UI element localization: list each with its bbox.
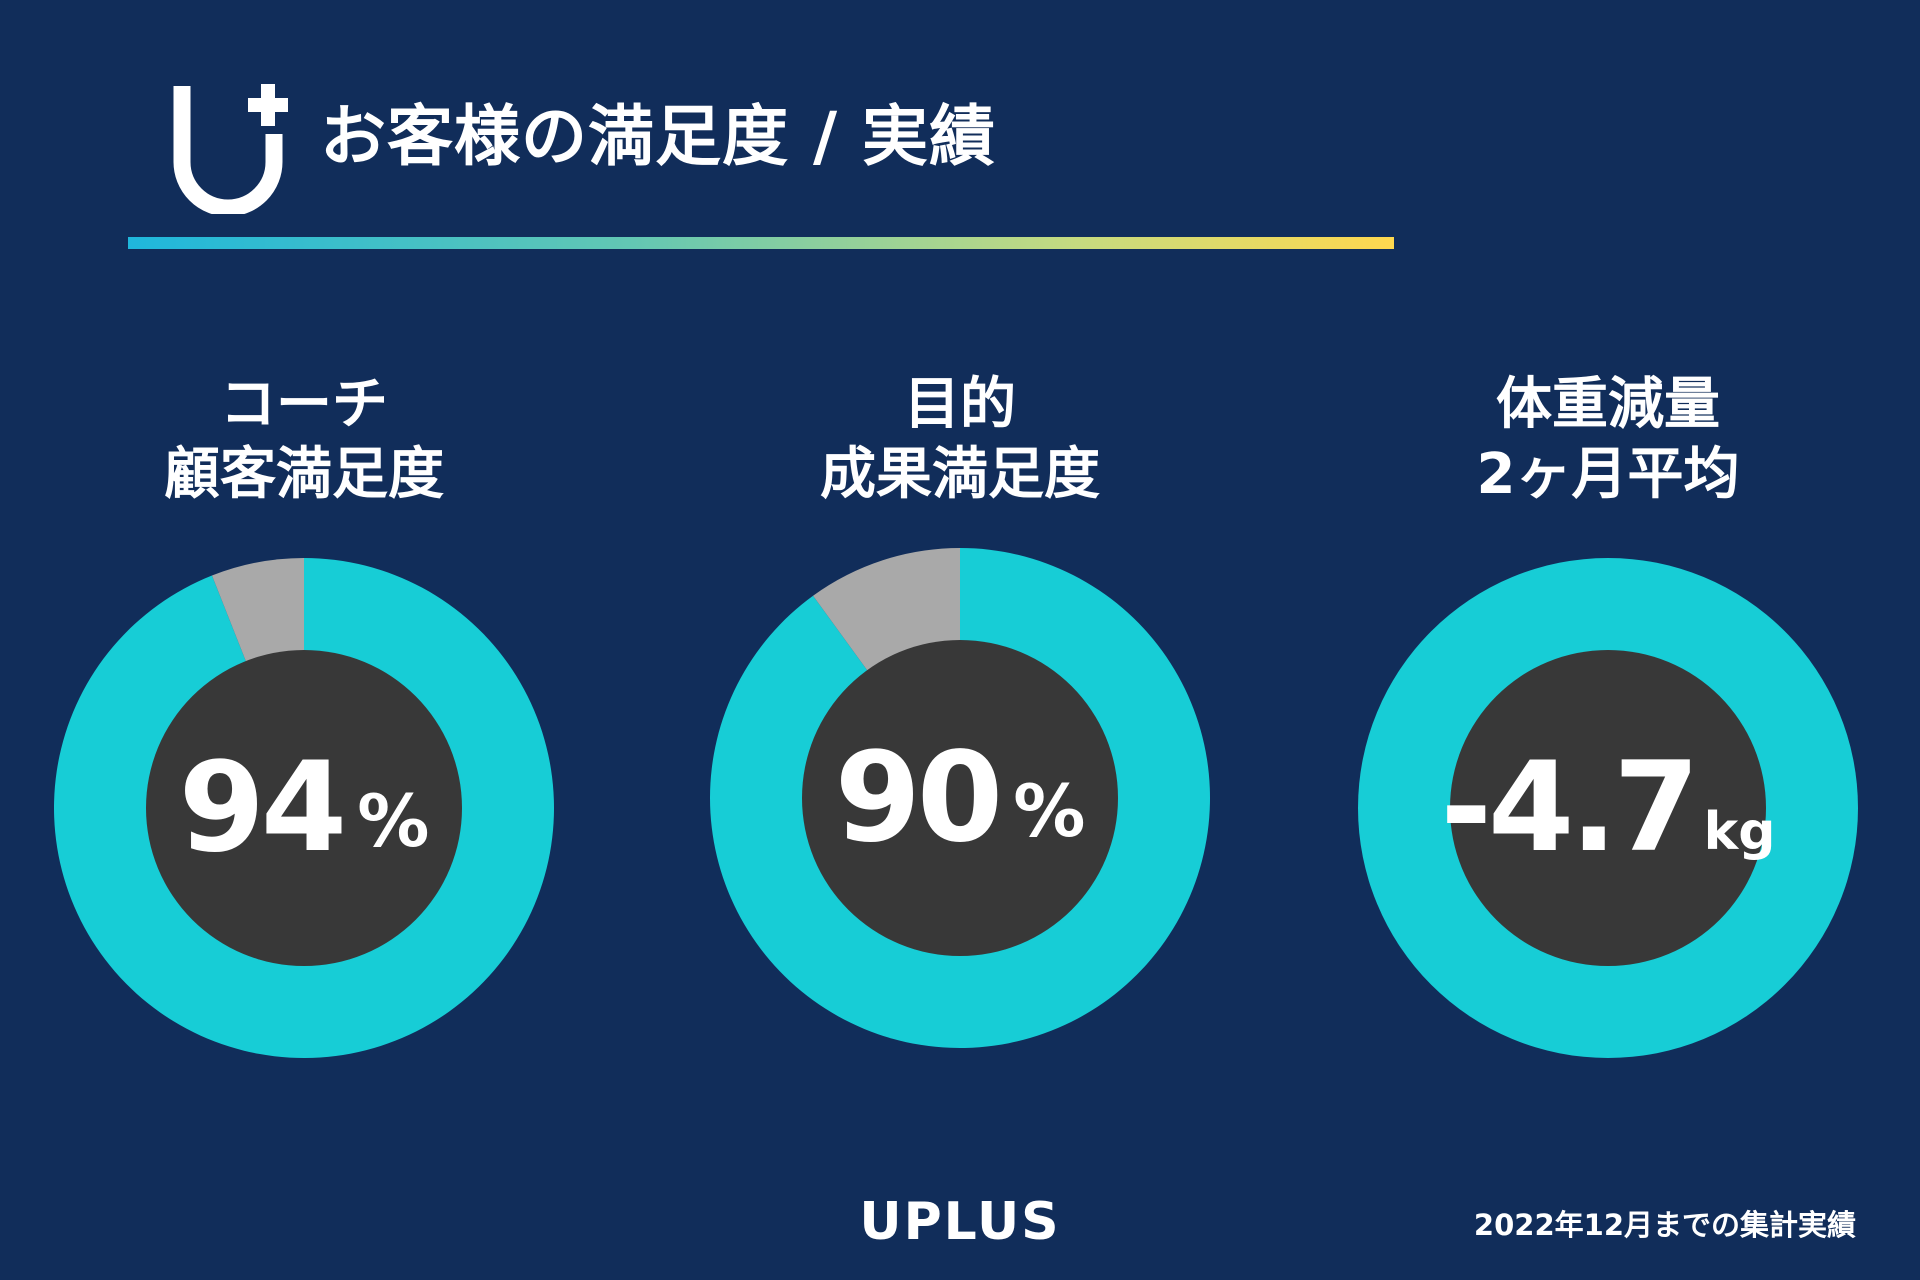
stat-weight-loss: 体重減量 2ヶ月平均 -4.7 kg	[1328, 370, 1888, 1058]
donut-chart: -4.7 kg	[1358, 558, 1858, 1058]
brand-name: UPLUS	[859, 1192, 1061, 1252]
stat-label-line2: 2ヶ月平均	[1476, 442, 1740, 507]
stat-value: 90	[834, 726, 1004, 870]
footnote: 2022年12月までの集計実績	[1473, 1208, 1856, 1242]
stat-label-line2: 顧客満足度	[164, 442, 444, 507]
gradient-divider	[128, 237, 1394, 249]
stat-coach-satisfaction: コーチ 顧客満足度 94 %	[24, 370, 584, 1058]
donut-svg	[54, 558, 554, 1058]
donut-svg	[710, 548, 1210, 1048]
donut-center	[1450, 650, 1766, 966]
donut-center	[146, 650, 462, 966]
stat-label-line1: 体重減量	[1496, 372, 1720, 437]
donut-svg	[1358, 558, 1858, 1058]
stat-goal-satisfaction: 目的 成果満足度 90 %	[680, 370, 1240, 1048]
stat-unit: %	[357, 779, 430, 863]
stat-unit: %	[1013, 769, 1086, 853]
stat-label: コーチ 顧客満足度	[24, 370, 584, 510]
donut-chart: 94 %	[54, 558, 554, 1058]
stat-label: 目的 成果満足度	[680, 370, 1240, 510]
page-title: お客様の満足度 / 実績	[320, 98, 997, 175]
stat-label-line1: コーチ	[220, 372, 388, 437]
uplus-logo	[172, 78, 292, 217]
stat-unit: kg	[1703, 802, 1776, 862]
donut-chart: 90 %	[710, 548, 1210, 1048]
stat-label-line2: 成果満足度	[820, 442, 1100, 507]
stat-label: 体重減量 2ヶ月平均	[1328, 370, 1888, 510]
stat-value: -4.7	[1440, 736, 1700, 880]
donut-center	[802, 640, 1118, 956]
stat-value: 94	[178, 736, 348, 880]
stat-label-line1: 目的	[904, 372, 1016, 437]
